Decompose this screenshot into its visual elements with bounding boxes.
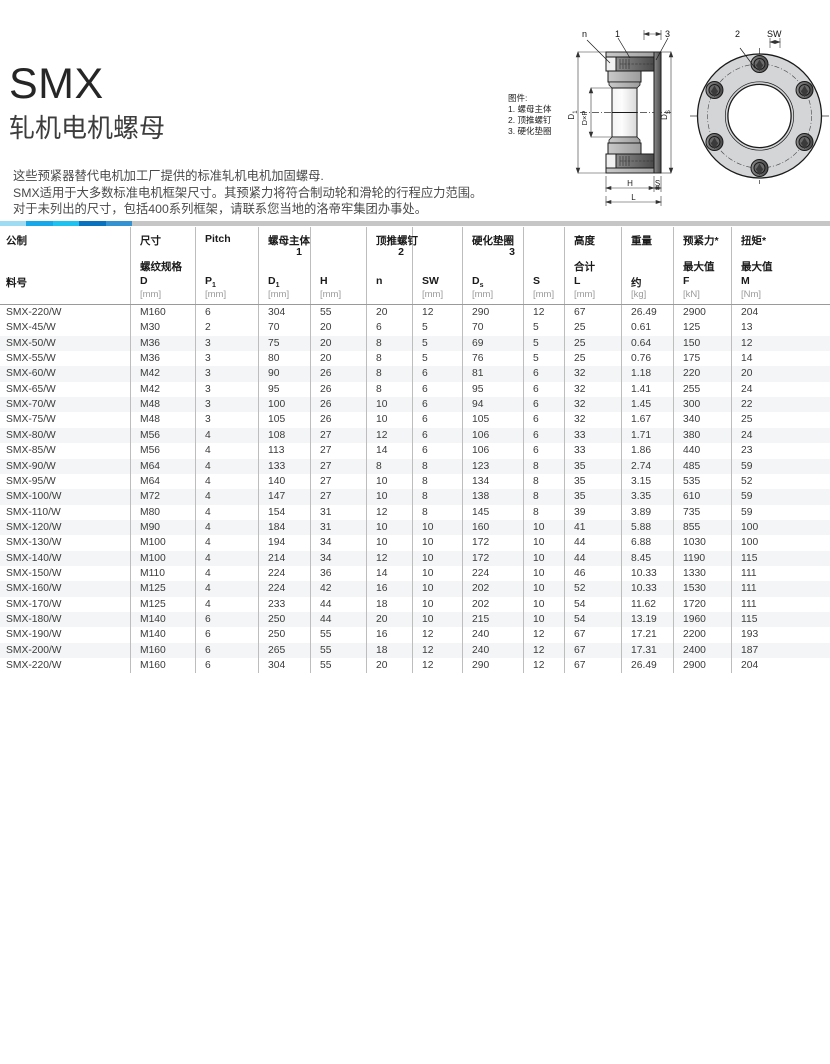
svg-text:S: S <box>655 179 660 188</box>
svg-text:2. 顶推螺钉: 2. 顶推螺钉 <box>508 115 552 125</box>
svg-text:3. 硬化垫圈: 3. 硬化垫圈 <box>508 126 551 136</box>
svg-text:1. 螺母主体: 1. 螺母主体 <box>508 104 552 114</box>
svg-text:1: 1 <box>615 29 620 39</box>
svg-text:L: L <box>631 193 636 202</box>
svg-text:H: H <box>627 179 633 188</box>
svg-text:图件:: 图件: <box>508 93 527 103</box>
svg-text:D×P: D×P <box>580 111 589 126</box>
svg-text:n: n <box>582 29 587 39</box>
svg-text:2: 2 <box>735 29 740 39</box>
svg-text:SW: SW <box>767 29 782 39</box>
svg-text:3: 3 <box>665 29 670 39</box>
svg-text:D1: D1 <box>567 110 579 120</box>
svg-text:DS: DS <box>660 110 672 120</box>
